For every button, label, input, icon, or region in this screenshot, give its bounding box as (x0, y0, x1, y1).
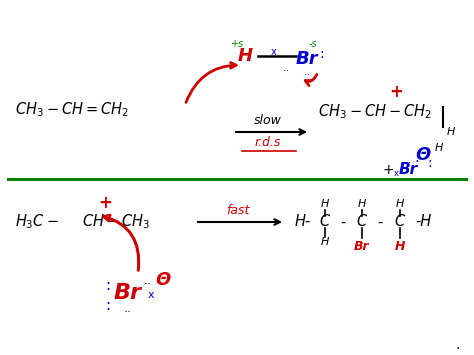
Text: Br: Br (114, 283, 142, 303)
Text: Br: Br (296, 50, 319, 68)
Text: slow: slow (254, 114, 282, 126)
Text: x: x (393, 169, 399, 179)
Text: ..: .. (144, 274, 152, 288)
Text: H: H (321, 237, 329, 247)
Text: :: : (428, 156, 432, 170)
Text: :: : (105, 278, 110, 293)
Text: H: H (321, 199, 329, 209)
Text: C: C (395, 214, 405, 229)
Text: $H_3C-$: $H_3C-$ (15, 213, 59, 231)
Text: H-: H- (295, 214, 311, 229)
Text: :: : (415, 156, 419, 170)
Text: ..: .. (124, 301, 132, 315)
Text: ..: .. (404, 155, 411, 165)
Text: :: : (319, 47, 324, 61)
Text: +: + (98, 194, 112, 212)
Text: ..: .. (303, 67, 310, 77)
Text: H: H (358, 199, 366, 209)
Text: H: H (395, 240, 405, 253)
Text: +: + (389, 83, 403, 101)
Text: Br: Br (399, 163, 418, 178)
Text: -H: -H (415, 214, 431, 229)
Text: -: - (377, 214, 383, 229)
Text: -: - (340, 214, 346, 229)
Text: x: x (148, 290, 155, 300)
Text: $CH-CH_3$: $CH-CH_3$ (82, 213, 150, 231)
Text: Br: Br (354, 240, 370, 253)
Text: H: H (447, 127, 456, 137)
Text: :: : (105, 297, 110, 312)
Text: C: C (320, 214, 330, 229)
Text: r.d.s: r.d.s (255, 137, 281, 149)
Text: +s: +s (231, 39, 245, 49)
Text: $CH_3-CH-CH_2$: $CH_3-CH-CH_2$ (318, 103, 432, 121)
Text: H: H (237, 47, 253, 65)
Text: fast: fast (226, 203, 250, 217)
Text: H: H (435, 143, 443, 153)
Text: .: . (456, 338, 460, 352)
Text: Θ: Θ (155, 271, 171, 289)
Text: H: H (396, 199, 404, 209)
Text: -s: -s (309, 39, 317, 49)
Text: x: x (271, 47, 277, 57)
Text: $CH_3-CH=CH_2$: $CH_3-CH=CH_2$ (15, 101, 129, 119)
Text: ..: .. (283, 63, 290, 73)
Text: +: + (382, 163, 394, 177)
Text: Θ: Θ (415, 146, 430, 164)
Text: C: C (357, 214, 367, 229)
